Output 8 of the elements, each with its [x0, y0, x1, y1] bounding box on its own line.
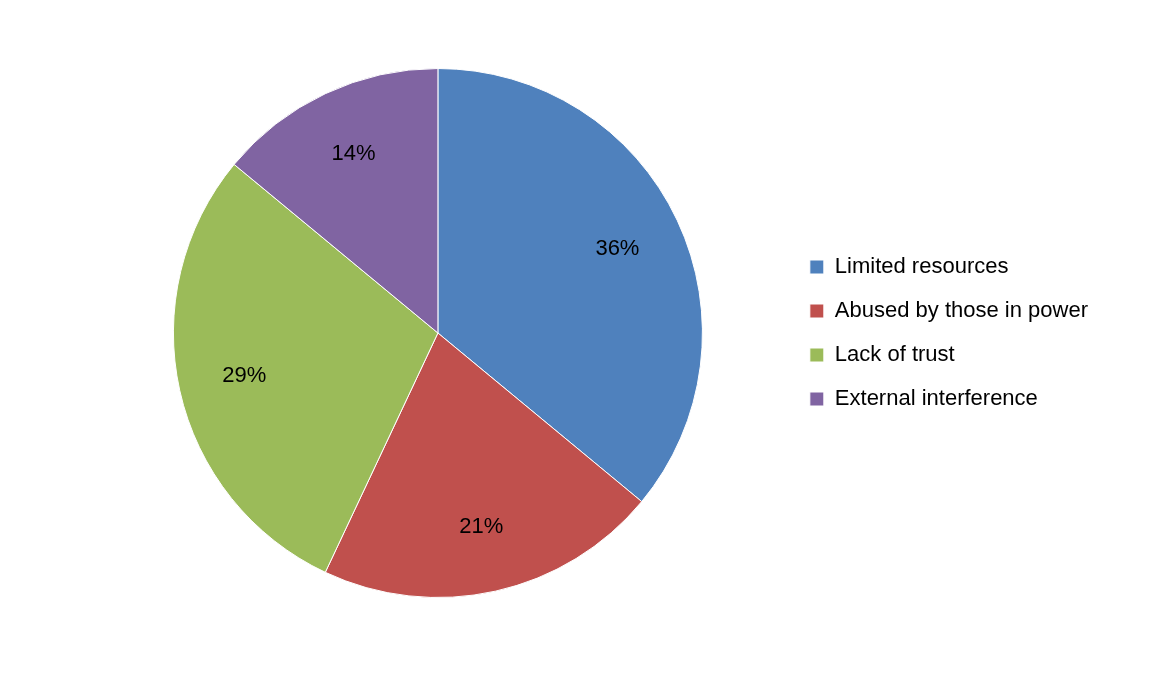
data-label: 14% — [331, 139, 376, 165]
legend-label: External interference — [834, 385, 1038, 411]
data-label: 29% — [222, 362, 267, 388]
data-label: 36% — [595, 234, 640, 260]
legend-label: Lack of trust — [834, 341, 955, 367]
legend-label: Abused by those in power — [834, 297, 1089, 323]
data-label: 21% — [459, 512, 504, 538]
legend-label: Limited resources — [834, 253, 1009, 279]
